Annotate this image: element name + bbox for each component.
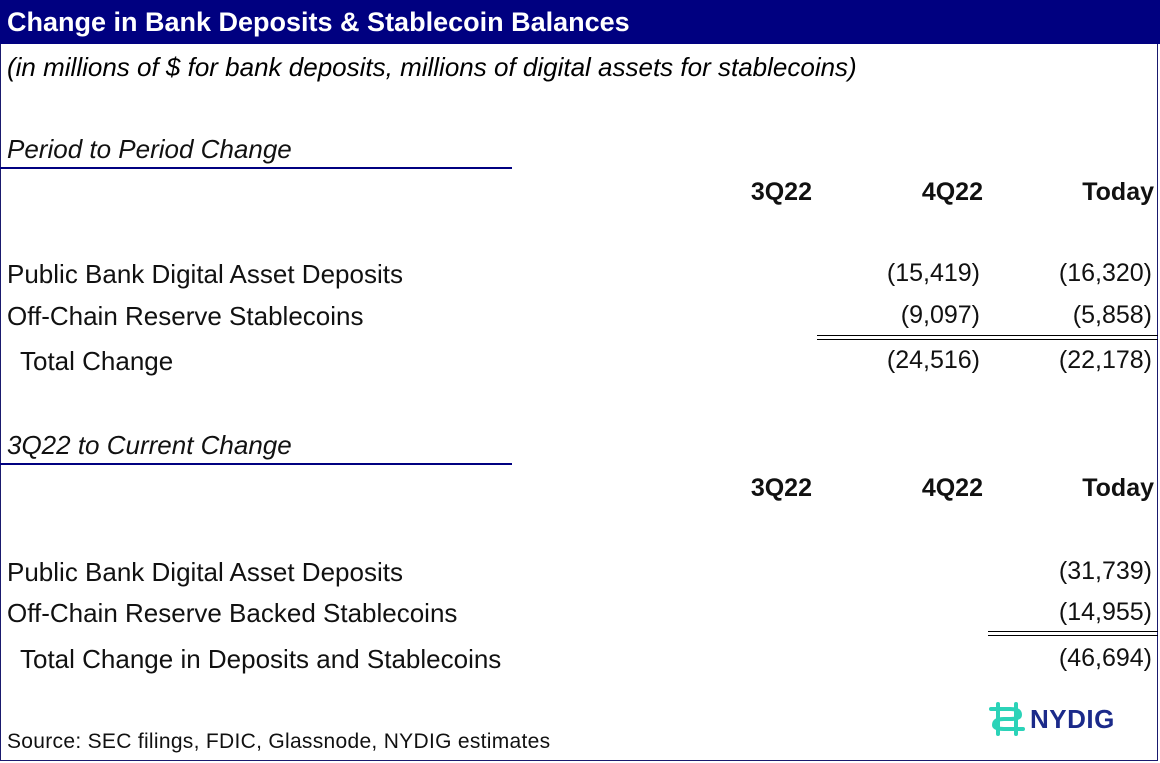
subtitle: (in millions of $ for bank deposits, mil… [7,52,857,82]
section-title-3q22-current: 3Q22 to Current Change [7,430,292,460]
row-label: Public Bank Digital Asset Deposits [7,557,403,587]
total-double-rule [817,335,1158,340]
cell-4q22: (15,419) [886,259,980,287]
column-header-3q22: 3Q22 [750,474,812,502]
total-label: Total Change in Deposits and Stablecoins [20,644,502,674]
cell-today: (5,858) [1072,301,1152,329]
column-header-today: Today [1082,474,1154,502]
nydig-logo-icon [989,702,1025,736]
page-title: Change in Bank Deposits & Stablecoin Bal… [0,0,1160,44]
nydig-logo: NYDIG [988,700,1115,738]
source-note: Source: SEC filings, FDIC, Glassnode, NY… [7,730,551,753]
row-label: Off-Chain Reserve Stablecoins [7,301,364,331]
total-label: Total Change [20,346,174,376]
section-underline [0,463,512,465]
cell-4q22: (9,097) [900,301,980,329]
column-header-today: Today [1082,178,1154,206]
cell-today: (14,955) [1058,598,1152,626]
total-today: (22,178) [1058,346,1152,374]
column-header-4q22: 4Q22 [921,178,983,206]
cell-today: (31,739) [1058,557,1152,585]
total-4q22: (24,516) [886,346,980,374]
column-header-3q22: 3Q22 [750,178,812,206]
nydig-logo-text: NYDIG [1030,703,1115,734]
row-label: Public Bank Digital Asset Deposits [7,259,403,289]
section-underline [0,167,512,169]
total-today: (46,694) [1058,644,1152,672]
column-header-4q22: 4Q22 [921,474,983,502]
total-double-rule [988,631,1158,636]
row-label: Off-Chain Reserve Backed Stablecoins [7,598,458,628]
cell-today: (16,320) [1058,259,1152,287]
section-title-period: Period to Period Change [7,134,292,164]
